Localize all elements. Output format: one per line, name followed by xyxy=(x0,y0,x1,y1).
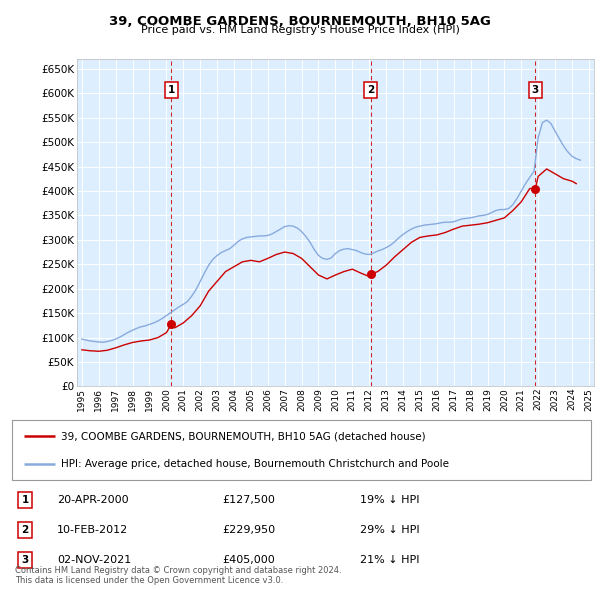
Text: 20-APR-2000: 20-APR-2000 xyxy=(57,495,128,505)
Text: 1: 1 xyxy=(22,495,29,505)
Text: £127,500: £127,500 xyxy=(222,495,275,505)
Text: £229,950: £229,950 xyxy=(222,525,275,535)
Text: 10-FEB-2012: 10-FEB-2012 xyxy=(57,525,128,535)
Text: Price paid vs. HM Land Registry's House Price Index (HPI): Price paid vs. HM Land Registry's House … xyxy=(140,25,460,35)
Text: HPI: Average price, detached house, Bournemouth Christchurch and Poole: HPI: Average price, detached house, Bour… xyxy=(61,459,449,469)
FancyBboxPatch shape xyxy=(12,420,591,480)
Text: 19% ↓ HPI: 19% ↓ HPI xyxy=(360,495,419,505)
Text: 02-NOV-2021: 02-NOV-2021 xyxy=(57,555,131,565)
Text: 21% ↓ HPI: 21% ↓ HPI xyxy=(360,555,419,565)
Text: 29% ↓ HPI: 29% ↓ HPI xyxy=(360,525,419,535)
Text: Contains HM Land Registry data © Crown copyright and database right 2024.
This d: Contains HM Land Registry data © Crown c… xyxy=(15,566,341,585)
Text: 2: 2 xyxy=(22,525,29,535)
Text: £405,000: £405,000 xyxy=(222,555,275,565)
Text: 2: 2 xyxy=(367,85,374,95)
Text: 3: 3 xyxy=(22,555,29,565)
Text: 3: 3 xyxy=(532,85,539,95)
Text: 39, COOMBE GARDENS, BOURNEMOUTH, BH10 5AG: 39, COOMBE GARDENS, BOURNEMOUTH, BH10 5A… xyxy=(109,15,491,28)
Text: 39, COOMBE GARDENS, BOURNEMOUTH, BH10 5AG (detached house): 39, COOMBE GARDENS, BOURNEMOUTH, BH10 5A… xyxy=(61,431,426,441)
Text: 1: 1 xyxy=(168,85,175,95)
